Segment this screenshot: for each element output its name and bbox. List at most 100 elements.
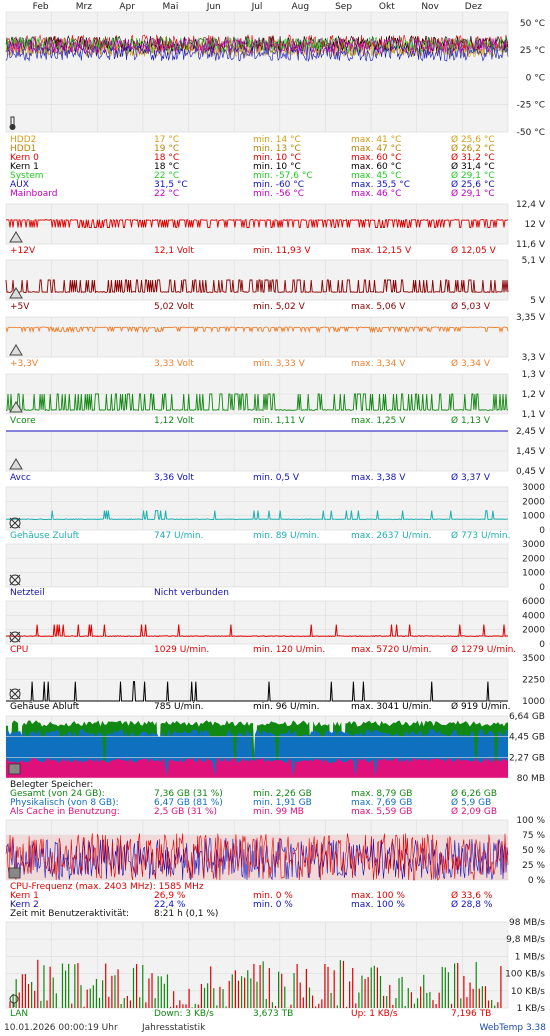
cpu-panel <box>5 600 509 645</box>
zuluft-panel <box>5 486 509 531</box>
v33-row-min: min. 3,33 V <box>253 359 306 369</box>
month-label: Jun <box>206 2 221 12</box>
v12-axis-label: 11,6 V <box>516 240 546 250</box>
temp-row-1-max: max. 47 °C <box>351 144 401 154</box>
zuluft-row-current: 747 U/min. <box>154 531 204 541</box>
v5-axis-label: 5 V <box>530 296 546 306</box>
memory-chip-icon <box>8 763 21 775</box>
cpu-row-0-current: 26,9 % <box>154 891 186 901</box>
temp-row-0-current: 17 °C <box>154 135 179 145</box>
fan-icon <box>9 631 21 643</box>
memory-row-2-current: 2,5 GB (31 %) <box>154 807 217 817</box>
lan-name: LAN <box>10 1009 28 1019</box>
memory-axis-label: 6,64 GB <box>509 712 545 722</box>
activity-value: 8:21 h (0,1 %) <box>154 909 218 919</box>
v5-row-min: min. 5,02 V <box>253 302 306 312</box>
netzteil-row-name: Netzteil <box>10 588 45 598</box>
vcore-row-max: max. 1,25 V <box>351 416 406 426</box>
v33-row-current: 3,33 Volt <box>154 359 194 369</box>
fan-icon <box>9 574 21 586</box>
avcc-row-avg: Ø 3,37 V <box>451 472 491 483</box>
zuluft-axis-label: 3000 <box>522 483 545 493</box>
month-label: Apr <box>119 2 135 12</box>
memory-row-1-current: 6,47 GB (81 %) <box>154 798 223 808</box>
v5-row-name: +5V <box>10 302 30 312</box>
temperature-axis-label: 50 °C <box>520 19 545 29</box>
month-label: Jul <box>251 2 263 12</box>
temp-row-4-current: 22 °C <box>154 171 179 181</box>
v33-grid <box>51 317 463 357</box>
cpu-load-axis-label: 75 % <box>522 831 545 841</box>
footer-bar: 10.01.2026 00:00:19 Uhr Jahresstatistik … <box>0 1022 550 1036</box>
cpu-grid <box>51 601 463 644</box>
cpu-row-0-avg: Ø 33,6 % <box>451 890 493 901</box>
v33-panel <box>5 316 509 358</box>
abluft-row-name: Gehäuse Abluft <box>10 702 80 712</box>
cpu-row-1-max: max. 100 % <box>351 900 405 910</box>
temp-row-3-max: max. 60 °C <box>351 162 401 172</box>
memory-row-2-avg: Ø 2,09 GB <box>451 806 497 817</box>
fan-icon <box>9 517 21 529</box>
temperature-axis-label: 0 °C <box>526 73 545 83</box>
v33-axis-label: 3,35 V <box>516 313 546 323</box>
temp-row-2-max: max. 60 °C <box>351 153 401 163</box>
annual-statistics-link[interactable]: Jahresstatistik <box>142 1023 206 1033</box>
avcc-axis-label: 0,45 V <box>516 467 546 477</box>
lan-axis-label: 10 KB/s <box>511 987 545 997</box>
memory-row-1-name: Physikalisch (von 8 GB): <box>10 798 119 808</box>
temperature-axis-label: 25 °C <box>520 46 545 56</box>
memory-row-0-avg: Ø 6,26 GB <box>451 788 497 799</box>
v33-row-avg: Ø 3,34 V <box>451 358 491 369</box>
voltage-warning-icon <box>9 287 23 299</box>
vcore-axis-label: 1,3 V <box>522 370 546 380</box>
month-label: Mai <box>163 2 179 12</box>
zuluft-row-min: min. 89 U/min. <box>253 531 319 541</box>
v5-grid <box>51 260 463 300</box>
month-label: Aug <box>291 2 309 12</box>
abluft-row-min: min. 96 U/min. <box>253 702 319 712</box>
temp-row-1-avg: Ø 26,2 °C <box>451 143 495 154</box>
vcore-row-avg: Ø 1,13 V <box>451 415 491 426</box>
voltage-warning-icon <box>9 458 23 470</box>
fan-blade-icon <box>9 631 21 643</box>
cpu-load-axis-label: 100 % <box>516 816 545 826</box>
memory-axis-label: 2,27 GB <box>509 753 545 763</box>
netzteil-panel <box>5 543 509 588</box>
footer-timestamp: 10.01.2026 00:00:19 Uhr <box>4 1023 118 1033</box>
temp-row-6-avg: Ø 29,1 °C <box>451 188 495 199</box>
memory-row-2-max: max. 5,59 GB <box>351 807 412 817</box>
temp-row-4-max: max. 45 °C <box>351 171 401 181</box>
avcc-row-current: 3,36 Volt <box>154 473 194 483</box>
zuluft-axis-label: 0 <box>539 526 545 536</box>
temperature-series-5 <box>5 44 509 62</box>
cpu-row-max: max. 5720 U/min. <box>351 645 432 655</box>
temp-row-2-name: Kern 0 <box>10 153 39 163</box>
cpu-row-1-current: 22,4 % <box>154 900 186 910</box>
v5-axis-label: 5,1 V <box>522 256 546 266</box>
netzteil-axis-label: 0 <box>539 583 545 593</box>
vcore-row-name: Vcore <box>10 416 36 426</box>
month-label: Okt <box>379 2 395 12</box>
temp-row-4-name: System <box>10 171 44 181</box>
avcc-row-name: Avcc <box>10 473 31 483</box>
avcc-row-min: min. 0,5 V <box>253 473 300 483</box>
temp-row-2-min: min. 10 °C <box>253 153 301 163</box>
abluft-series <box>6 681 508 702</box>
v12-row-avg: Ø 12,05 V <box>451 245 497 256</box>
v5-row-avg: Ø 5,03 V <box>451 301 491 312</box>
temperature-panel <box>5 11 509 133</box>
temp-row-6-max: max. 46 °C <box>351 189 401 199</box>
temp-row-0-avg: Ø 25,6 °C <box>451 134 495 145</box>
temp-row-3-current: 18 °C <box>154 162 179 172</box>
temp-row-6-min: min. -56 °C <box>253 189 304 199</box>
memory-row-2-name: Als Cache in Benutzung: <box>10 807 120 817</box>
v12-row-name: +12V <box>10 246 36 256</box>
temp-row-4-min: min. -57,6 °C <box>253 171 313 181</box>
month-label: Sep <box>335 2 352 12</box>
temp-row-0-name: HDD2 <box>10 135 36 145</box>
cpu-row-0-max: max. 100 % <box>351 891 405 901</box>
lan-up: Up: 1 KB/s <box>351 1009 398 1019</box>
temp-row-6-current: 22 °C <box>154 189 179 199</box>
lan-up-total: 7,196 TB <box>451 1009 491 1019</box>
fan-icon <box>9 688 21 700</box>
